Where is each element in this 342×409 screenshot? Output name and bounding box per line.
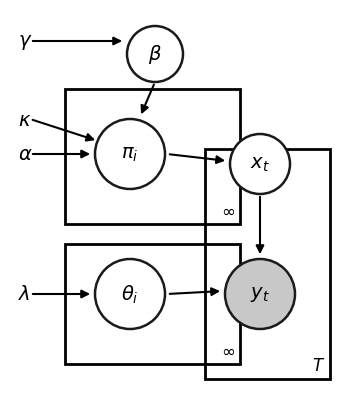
Text: $\gamma$: $\gamma$	[18, 32, 32, 52]
Circle shape	[95, 120, 165, 189]
Bar	[65, 245, 240, 364]
Text: $y_t$: $y_t$	[250, 285, 270, 304]
Circle shape	[95, 259, 165, 329]
Bar	[65, 90, 240, 225]
Text: $\alpha$: $\alpha$	[18, 145, 32, 164]
Text: $\infty$: $\infty$	[221, 341, 235, 359]
Text: $\kappa$: $\kappa$	[18, 110, 31, 129]
Circle shape	[127, 27, 183, 83]
Text: $\beta$: $\beta$	[148, 43, 162, 66]
Text: $\theta_i$: $\theta_i$	[121, 283, 139, 306]
Text: $\lambda$: $\lambda$	[18, 285, 30, 304]
Text: $\pi_i$: $\pi_i$	[121, 145, 139, 164]
Text: $T$: $T$	[312, 356, 325, 374]
Circle shape	[225, 259, 295, 329]
Text: $x_t$: $x_t$	[250, 155, 270, 174]
Circle shape	[230, 135, 290, 195]
Bar	[205, 150, 330, 379]
Text: $\infty$: $\infty$	[221, 202, 235, 220]
